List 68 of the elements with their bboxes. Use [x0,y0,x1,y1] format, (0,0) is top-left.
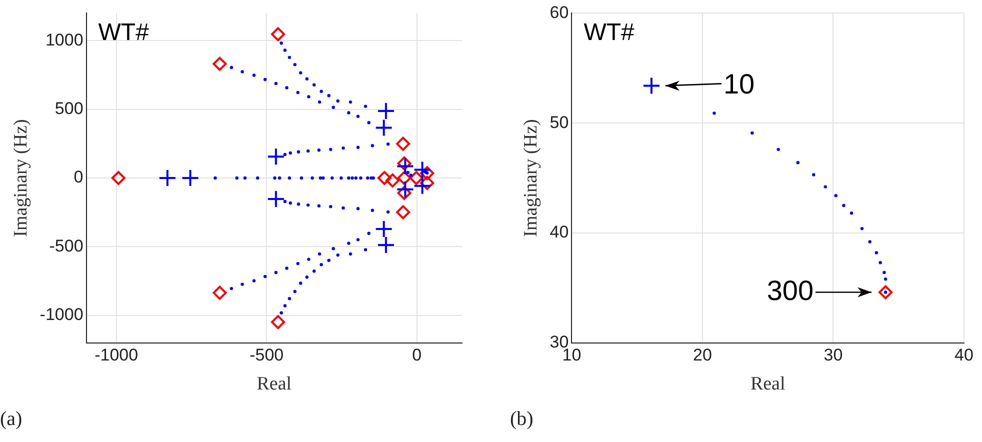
point [776,148,780,152]
x-tick-label: 30 [824,346,843,365]
point [397,186,412,200]
y-axis-title: Imaginary (Hz) [10,119,32,237]
point [420,166,434,180]
y-tick-label: 500 [54,99,84,118]
point [884,277,888,281]
point [850,212,854,215]
x-tick-label: -1000 [94,346,138,365]
x-axis-title: Real [256,374,292,395]
point [386,173,400,188]
y-axis-title: Imaginary (Hz) [520,119,542,237]
annotation: 10 [723,68,755,100]
point [396,180,414,198]
point [266,190,285,208]
point [376,236,395,254]
point [860,226,864,230]
point [377,171,392,185]
point [374,118,393,137]
point [420,176,434,190]
point [812,173,816,176]
annotation: 300 [766,274,814,306]
y-tick-label: 40 [550,222,569,242]
point [796,161,800,164]
point [396,136,410,151]
point [396,157,414,176]
y-tick-label: 0 [74,168,84,187]
x-axis-title: Real [750,374,786,395]
y-tick-label: -500 [49,236,84,256]
point [212,286,227,300]
text: (a) [0,408,22,431]
point [842,204,846,208]
point [882,270,886,274]
point [212,56,227,71]
point [376,102,395,120]
y-tick-label: 50 [550,112,569,132]
point [266,148,285,166]
x-tick-label: -500 [250,346,284,365]
point [642,76,660,95]
x-tick-label: 20 [693,346,712,365]
annotation: WT# [98,18,150,46]
point [397,156,412,170]
point [271,315,286,330]
y-tick-label: 1000 [45,30,84,50]
annotation: WT# [584,18,636,46]
x-tick-label: 40 [954,346,974,365]
point [868,240,872,244]
y-tick-label: 60 [550,2,569,22]
point [181,169,200,187]
text: (b) [510,408,534,431]
point [750,131,754,135]
point [397,171,412,185]
y-tick-label: -1000 [40,305,84,324]
point [271,27,286,42]
point [874,251,878,254]
point [824,185,827,188]
point [834,194,838,198]
point [413,176,432,195]
x-tick-label: 0 [412,346,422,365]
point [413,160,432,179]
point [878,285,893,300]
point [111,171,126,185]
point [374,220,393,238]
point [396,205,410,220]
point [158,169,176,187]
point [712,112,716,115]
point [409,171,424,185]
point [878,261,882,264]
